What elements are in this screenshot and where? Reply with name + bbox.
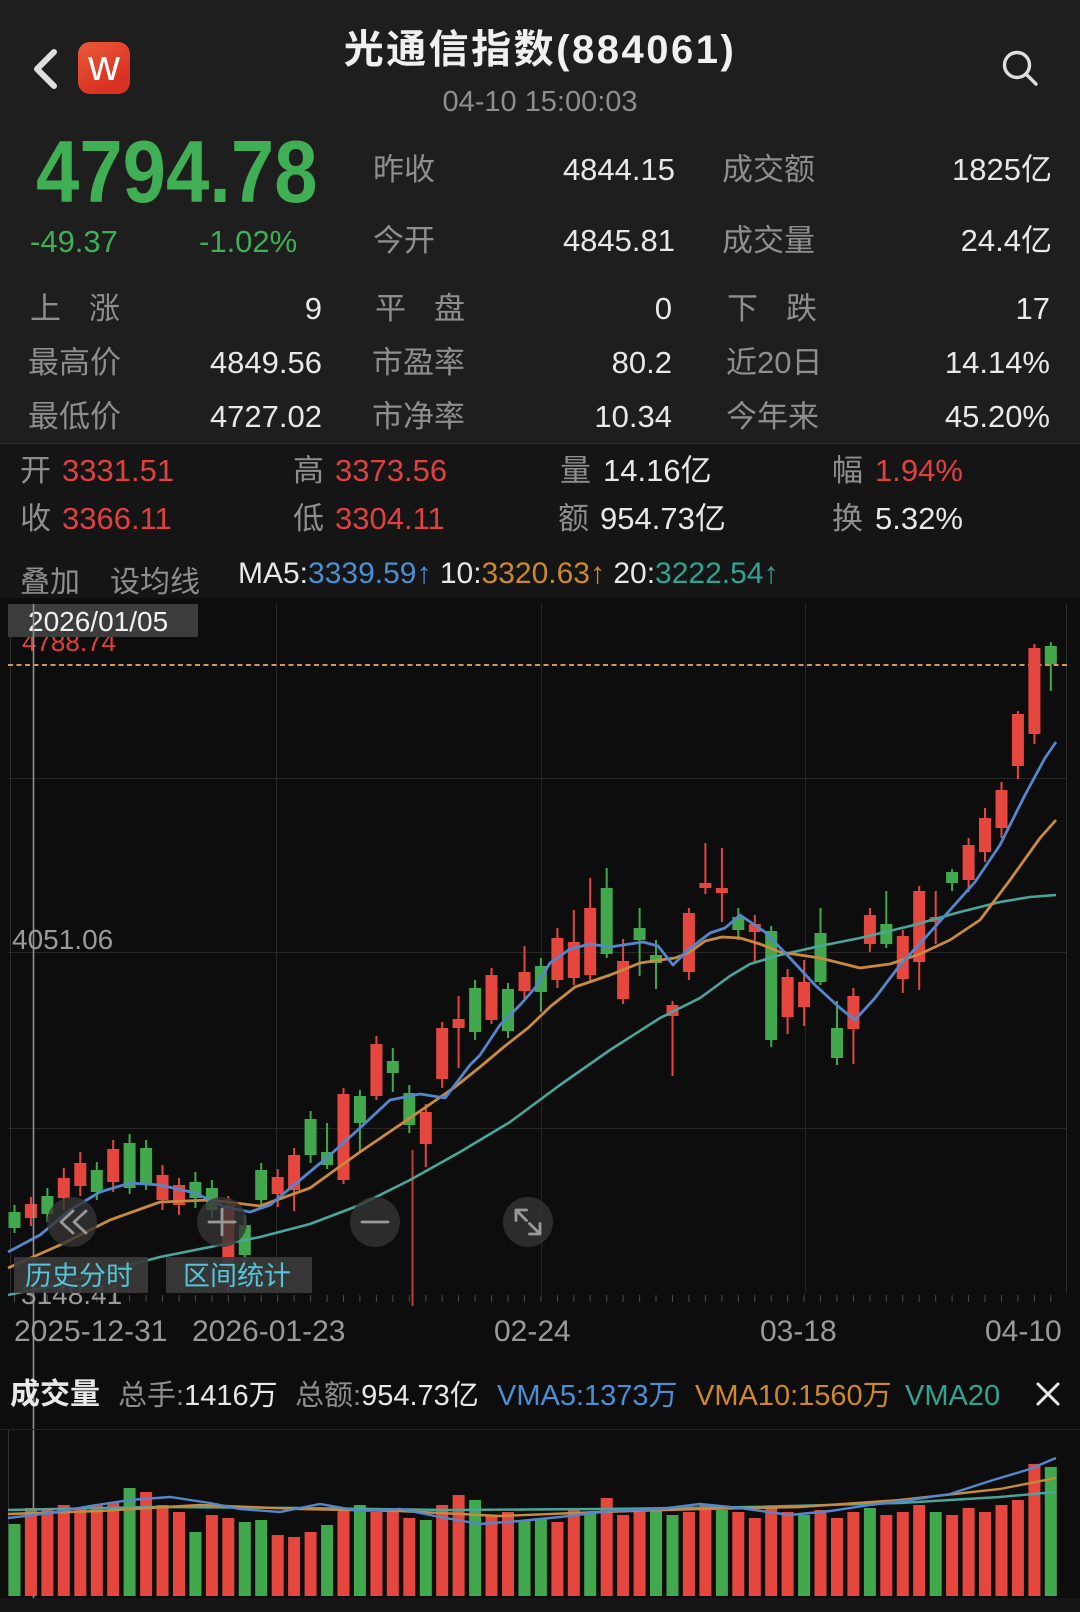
svg-text:02-24: 02-24 bbox=[494, 1315, 571, 1348]
svg-text:4051.06: 4051.06 bbox=[12, 924, 113, 955]
svg-text:2025-12-31: 2025-12-31 bbox=[14, 1315, 167, 1348]
svg-text:2026-01-23: 2026-01-23 bbox=[192, 1315, 345, 1348]
svg-text:03-18: 03-18 bbox=[760, 1315, 837, 1348]
svg-text:历史分时: 历史分时 bbox=[25, 1261, 133, 1291]
svg-text:2026/01/05: 2026/01/05 bbox=[28, 606, 168, 637]
svg-text:04-10: 04-10 bbox=[985, 1315, 1062, 1348]
svg-text:区间统计: 区间统计 bbox=[183, 1261, 291, 1291]
